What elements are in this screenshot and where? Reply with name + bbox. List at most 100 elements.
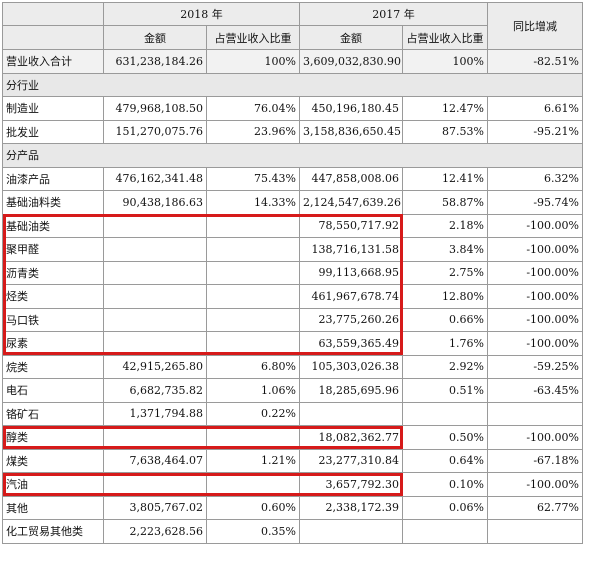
share-2017: 12.80% [402, 284, 488, 309]
row-label: 醇类 [2, 425, 104, 450]
yoy-change: -82.51% [487, 49, 583, 74]
share-2018 [206, 213, 300, 238]
amount-2017: 18,082,362.77 [299, 425, 403, 450]
row-label: 基础油类 [2, 213, 104, 238]
amount-2018: 3,805,767.02 [103, 495, 207, 520]
amount-2018: 1,371,794.88 [103, 401, 207, 426]
share-2018: 1.06% [206, 378, 300, 403]
share-2017: 2.18% [402, 213, 488, 238]
share-2018 [206, 260, 300, 285]
amount-2017: 138,716,131.58 [299, 237, 403, 262]
row-label: 烃类 [2, 284, 104, 309]
share-2018 [206, 331, 300, 356]
amount-2018: 631,238,184.26 [103, 49, 207, 74]
corner-cell-lower [2, 25, 104, 50]
header-amount-2018: 金额 [103, 25, 207, 50]
share-2017: 100% [402, 49, 488, 74]
table-row: 烃类 461,967,678.74 12.80% -100.00% [2, 284, 583, 309]
yoy-change: 6.61% [487, 96, 583, 121]
row-label: 烷类 [2, 354, 104, 379]
yoy-change: 6.32% [487, 166, 583, 191]
section-header-row: 分行业 [2, 72, 583, 97]
share-2017: 87.53% [402, 119, 488, 144]
amount-2018 [103, 237, 207, 262]
share-2018: 1.21% [206, 448, 300, 473]
share-2018: 6.80% [206, 354, 300, 379]
yoy-change: -100.00% [487, 307, 583, 332]
amount-2017: 78,550,717.92 [299, 213, 403, 238]
row-label: 沥青类 [2, 260, 104, 285]
table-row: 电石 6,682,735.82 1.06% 18,285,695.96 0.51% -63… [2, 378, 583, 403]
amount-2018: 6,682,735.82 [103, 378, 207, 403]
share-2018: 0.35% [206, 519, 300, 544]
share-2018 [206, 284, 300, 309]
amount-2018: 2,223,628.56 [103, 519, 207, 544]
header-row-years: 2018 年 2017 年 同比增减 [2, 2, 583, 50]
yoy-change: -100.00% [487, 237, 583, 262]
yoy-change: -95.21% [487, 119, 583, 144]
table-row: 基础油类 78,550,717.92 2.18% -100.00% [2, 213, 583, 238]
amount-2017: 447,858,008.06 [299, 166, 403, 191]
yoy-change: -100.00% [487, 425, 583, 450]
table-row: 汽油 3,657,792.30 0.10% -100.00% [2, 472, 583, 497]
share-2018: 0.60% [206, 495, 300, 520]
amount-2018 [103, 260, 207, 285]
share-2017: 0.51% [402, 378, 488, 403]
amount-2017: 3,657,792.30 [299, 472, 403, 497]
table-row: 尿素 63,559,365.49 1.76% -100.00% [2, 331, 583, 356]
row-label: 化工贸易其他类 [2, 519, 104, 544]
yoy-change: -95.74% [487, 190, 583, 215]
amount-2017 [299, 519, 403, 544]
amount-2018: 90,438,186.63 [103, 190, 207, 215]
amount-2018: 7,638,464.07 [103, 448, 207, 473]
section-header-row: 分产品 [2, 143, 583, 168]
share-2017: 0.50% [402, 425, 488, 450]
header-year-2017: 2017 年 [299, 2, 488, 26]
table-body: 营业收入合计 631,238,184.26 100% 3,609,032,830.90… [2, 49, 583, 544]
amount-2017: 18,285,695.96 [299, 378, 403, 403]
share-2018 [206, 307, 300, 332]
amount-2017: 23,775,260.26 [299, 307, 403, 332]
table-row: 铬矿石 1,371,794.88 0.22% [2, 401, 583, 426]
table-row: 制造业 479,968,108.50 76.04% 450,196,180.45 12.… [2, 96, 583, 121]
amount-2018 [103, 331, 207, 356]
row-label: 批发业 [2, 119, 104, 144]
table-row: 聚甲醛 138,716,131.58 3.84% -100.00% [2, 237, 583, 262]
table-row: 马口铁 23,775,260.26 0.66% -100.00% [2, 307, 583, 332]
row-label: 电石 [2, 378, 104, 403]
share-2017: 1.76% [402, 331, 488, 356]
amount-2017: 2,338,172.39 [299, 495, 403, 520]
yoy-change: -63.45% [487, 378, 583, 403]
row-label: 油漆产品 [2, 166, 104, 191]
yoy-change: -100.00% [487, 284, 583, 309]
yoy-change [487, 519, 583, 544]
table-row: 煤类 7,638,464.07 1.21% 23,277,310.84 0.64% -67… [2, 448, 583, 473]
row-label: 聚甲醛 [2, 237, 104, 262]
row-label: 尿素 [2, 331, 104, 356]
row-label: 制造业 [2, 96, 104, 121]
corner-cell [2, 2, 104, 26]
table-row: 批发业 151,270,075.76 23.96% 3,158,836,650.45 8… [2, 119, 583, 144]
section-label: 分产品 [2, 143, 583, 168]
table-row: 化工贸易其他类 2,223,628.56 0.35% [2, 519, 583, 544]
share-2017: 0.64% [402, 448, 488, 473]
amount-2017: 3,158,836,650.45 [299, 119, 403, 144]
amount-2018: 42,915,265.80 [103, 354, 207, 379]
share-2018 [206, 237, 300, 262]
amount-2018: 479,968,108.50 [103, 96, 207, 121]
table-row: 基础油料类 90,438,186.63 14.33% 2,124,547,639.26… [2, 190, 583, 215]
row-label: 其他 [2, 495, 104, 520]
share-2018 [206, 472, 300, 497]
share-2018: 0.22% [206, 401, 300, 426]
share-2017: 12.47% [402, 96, 488, 121]
share-2017: 0.06% [402, 495, 488, 520]
section-label: 分行业 [2, 72, 583, 97]
amount-2018: 476,162,341.48 [103, 166, 207, 191]
yoy-change: -100.00% [487, 213, 583, 238]
table-row: 沥青类 99,113,668.95 2.75% -100.00% [2, 260, 583, 285]
share-2017: 12.41% [402, 166, 488, 191]
amount-2018 [103, 425, 207, 450]
row-label: 营业收入合计 [2, 49, 104, 74]
amount-2018: 151,270,075.76 [103, 119, 207, 144]
yoy-change: 62.77% [487, 495, 583, 520]
